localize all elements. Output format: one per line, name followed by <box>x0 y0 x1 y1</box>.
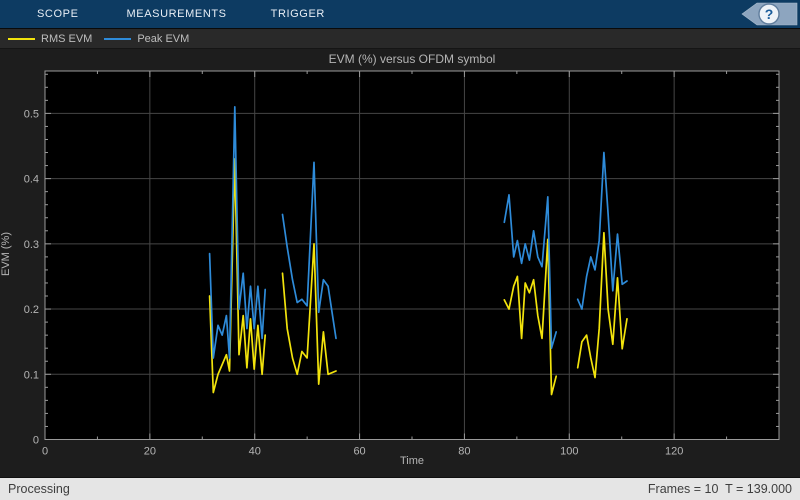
question-mark: ? <box>765 6 774 22</box>
legend-label-rms: RMS EVM <box>41 32 93 45</box>
x-tick-label: 60 <box>353 446 365 458</box>
help-button[interactable]: ? <box>738 0 800 28</box>
y-tick-label: 0 <box>33 435 39 447</box>
rms-evm-line <box>208 158 628 396</box>
status-bar: Processing Frames = 10 T = 139.000 <box>0 477 800 500</box>
x-tick-label: 0 <box>42 446 48 458</box>
y-tick-label: 0.1 <box>24 369 39 381</box>
plot-panel: EVM (%) versus OFDM symbol 0 20 40 60 80 100 1… <box>0 49 800 477</box>
question-icon <box>758 3 780 25</box>
rms-line-swatch-icon <box>8 37 35 40</box>
tab-scope[interactable]: SCOPE <box>37 8 79 20</box>
x-axis-label: Time <box>399 455 425 467</box>
peak-evm-line <box>208 106 628 359</box>
legend-item-peak-evm[interactable]: Peak EVM <box>104 33 189 45</box>
tab-measurements[interactable]: MEASUREMENTS <box>126 8 227 20</box>
toolstrip: SCOPE MEASUREMENTS TRIGGER ? <box>0 0 800 29</box>
peak-line-swatch-icon <box>104 37 132 40</box>
plot-area <box>45 71 779 440</box>
legend-label-peak: Peak EVM <box>137 32 190 45</box>
legend-bar: RMS EVM Peak EVM <box>0 29 800 49</box>
chart-canvas: 0 20 40 60 80 100 120 0 0.1 0.2 0.3 0.4 0.5 <box>24 70 780 458</box>
status-text: Processing <box>8 482 70 496</box>
tab-trigger[interactable]: TRIGGER <box>270 8 325 20</box>
y-tick-label: 0.4 <box>24 174 39 186</box>
x-tick-label: 120 <box>665 446 683 458</box>
legend-item-rms-evm[interactable]: RMS EVM <box>8 33 92 45</box>
y-tick-label: 0.5 <box>24 108 39 120</box>
chart-title: EVM (%) versus OFDM symbol <box>328 52 496 66</box>
x-tick-label: 20 <box>144 446 156 458</box>
y-axis-label: EVM (%) <box>0 232 12 276</box>
y-tick-label: 0.2 <box>24 304 39 316</box>
x-tick-label: 100 <box>560 446 578 458</box>
x-tick-label: 80 <box>458 446 470 458</box>
y-tick-label: 0.3 <box>24 239 39 251</box>
x-tick-label: 40 <box>249 446 261 458</box>
frames-counter: Frames = 10 T = 139.000 <box>647 482 792 496</box>
